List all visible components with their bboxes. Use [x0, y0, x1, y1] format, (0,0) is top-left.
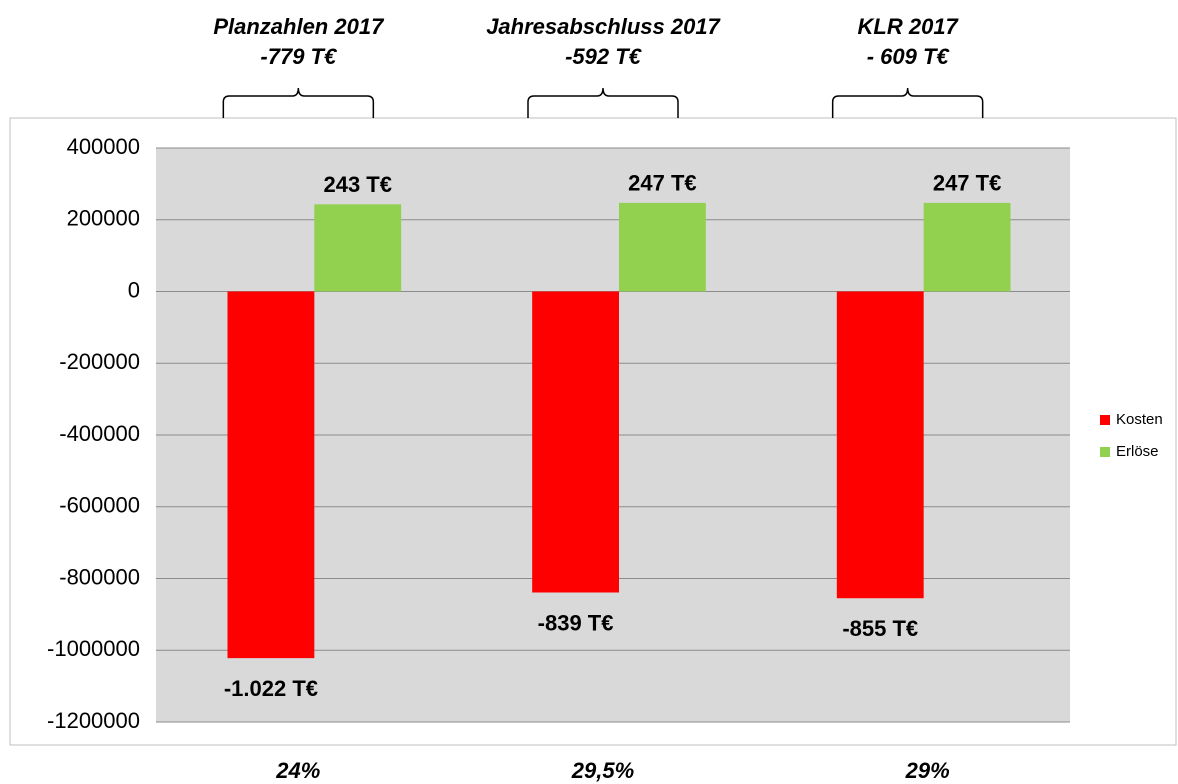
y-tick-label: -1200000	[47, 708, 140, 733]
top-annotation: - 609 T€	[867, 44, 951, 69]
brace	[527, 87, 679, 118]
y-tick-label: -400000	[59, 421, 140, 446]
y-tick-label: 0	[128, 277, 140, 302]
value-label: 247 T€	[933, 171, 1002, 196]
y-tick-label: -800000	[59, 564, 140, 589]
bottom-annotation: 29,5%	[571, 758, 634, 783]
value-label: 247 T€	[628, 171, 697, 196]
top-annotation: -592 T€	[565, 44, 643, 69]
top-annotation: KLR 2017	[858, 14, 960, 39]
bottom-annotation: 24%	[275, 758, 320, 783]
y-tick-label: 200000	[67, 206, 140, 231]
value-label: 243 T€	[323, 172, 392, 197]
value-label: -839 T€	[538, 610, 614, 635]
y-tick-label: -600000	[59, 493, 140, 518]
top-annotation: -779 T€	[260, 44, 338, 69]
legend-swatch	[1100, 415, 1110, 425]
legend-swatch	[1100, 447, 1110, 457]
bar	[923, 202, 1011, 292]
y-tick-label: 400000	[67, 134, 140, 159]
top-annotation: Jahresabschluss 2017	[486, 14, 721, 39]
brace	[222, 87, 375, 118]
bar	[532, 291, 619, 593]
legend-label: Erlöse	[1116, 443, 1159, 460]
legend-label: Kosten	[1116, 411, 1163, 428]
bottom-annotation: 29%	[905, 758, 950, 783]
y-tick-label: -1000000	[47, 636, 140, 661]
y-tick-label: -200000	[59, 349, 140, 374]
value-label: -1.022 T€	[224, 676, 318, 701]
bar	[314, 204, 402, 292]
brace	[831, 87, 984, 118]
bar	[619, 202, 706, 292]
bar	[227, 291, 315, 659]
value-label: -855 T€	[842, 616, 918, 641]
bar	[836, 291, 924, 599]
top-annotation: Planzahlen 2017	[213, 14, 385, 39]
